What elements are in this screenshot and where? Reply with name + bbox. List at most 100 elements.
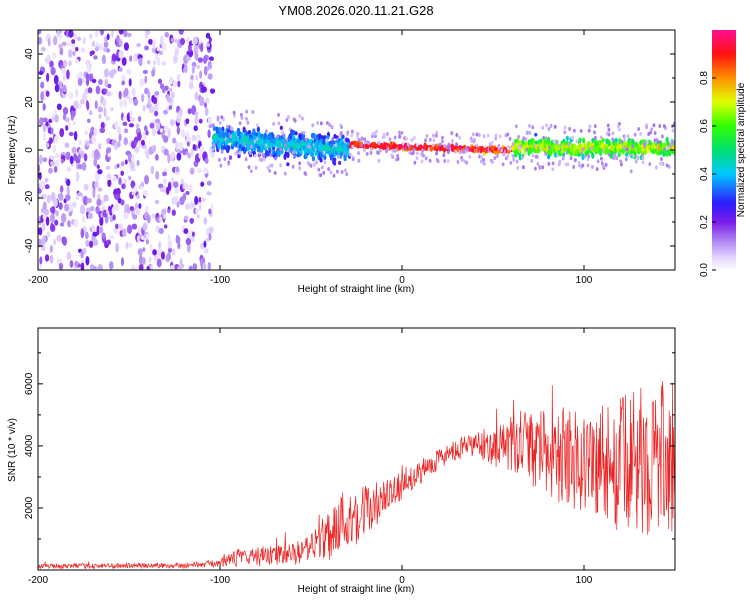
heatmap-cell	[622, 134, 626, 139]
heatmap-cell	[665, 136, 669, 144]
heatmap-cell	[167, 233, 171, 242]
heatmap-cell	[530, 158, 534, 163]
heatmap-cell	[606, 123, 610, 128]
heatmap-cell	[88, 73, 94, 82]
heatmap-cell	[171, 209, 176, 216]
heatmap-cell	[252, 144, 256, 151]
heatmap-cell	[498, 134, 502, 139]
heatmap-cell	[162, 135, 169, 143]
heatmap-cell	[170, 151, 175, 161]
heatmap-cell	[279, 163, 283, 168]
heatmap-cell	[179, 107, 183, 115]
heatmap-cell	[443, 158, 447, 163]
heatmap-cell	[341, 134, 345, 139]
heatmap-cell	[172, 54, 178, 64]
heatmap-cell	[653, 131, 657, 136]
heatmap-cell	[120, 257, 124, 267]
heatmap-cell	[67, 121, 71, 129]
heatmap-cell	[637, 127, 641, 132]
heatmap-cell	[146, 214, 151, 224]
heatmap-cell	[113, 142, 119, 150]
heatmap-cell	[103, 194, 109, 202]
heatmap-cell	[282, 133, 286, 138]
heatmap-cell	[245, 116, 248, 121]
heatmap-cell	[584, 151, 588, 157]
heatmap-cell	[128, 78, 132, 87]
heatmap-cell	[85, 255, 90, 266]
heatmap-cell	[52, 52, 57, 59]
heatmap-cell	[66, 42, 72, 47]
heatmap-cell	[97, 264, 103, 270]
heatmap-cell	[247, 129, 252, 135]
heatmap-cell	[156, 57, 161, 67]
heatmap-cell	[531, 153, 535, 158]
heatmap-cell	[623, 137, 627, 142]
heatmap-cell	[401, 141, 405, 146]
heatmap-cell	[531, 137, 535, 145]
heatmap-cell	[94, 30, 99, 38]
heatmap-cell	[301, 116, 304, 121]
heatmap-cell	[204, 157, 209, 164]
heatmap-cell	[607, 127, 611, 132]
heatmap-cell	[218, 120, 222, 125]
heatmap-cell	[304, 153, 308, 160]
heatmap-cell	[660, 134, 664, 139]
heatmap-cell	[428, 137, 432, 142]
heatmap-cell	[226, 124, 230, 129]
heatmap-cell	[534, 140, 538, 145]
heatmap-cell	[214, 137, 218, 144]
heatmap-cell	[366, 143, 370, 149]
heatmap-cell	[386, 131, 389, 136]
heatmap-cell	[561, 156, 565, 161]
heatmap-cell	[671, 141, 675, 146]
heatmap-cell	[521, 155, 524, 160]
heatmap-cell	[38, 171, 42, 181]
heatmap-cell	[46, 194, 51, 204]
heatmap-cell	[287, 115, 290, 120]
heatmap-cell	[238, 121, 242, 126]
heatmap-cell	[203, 240, 207, 248]
heatmap-cell	[59, 127, 65, 138]
heatmap-cell	[273, 170, 277, 175]
heatmap-cell	[336, 169, 339, 174]
heatmap-cell	[128, 242, 133, 249]
heatmap-cell	[140, 139, 145, 146]
heatmap-cell	[234, 151, 238, 156]
heatmap-cell	[649, 130, 652, 135]
heatmap-cell	[164, 31, 169, 38]
heatmap-cell	[471, 132, 475, 137]
heatmap-cell	[412, 135, 416, 140]
heatmap-cell	[262, 154, 266, 159]
heatmap-cell	[149, 122, 155, 129]
heatmap-cell	[351, 157, 355, 162]
heatmap-cell	[558, 159, 562, 164]
heatmap-cell	[186, 243, 191, 253]
heatmap-cell	[581, 163, 585, 168]
y-tick-label: -40	[24, 238, 35, 253]
heatmap-cell	[187, 108, 192, 115]
heatmap-cell	[45, 121, 49, 127]
heatmap-cell	[126, 208, 131, 213]
heatmap-cell	[110, 106, 114, 112]
heatmap-cell	[397, 130, 401, 135]
heatmap-cell	[80, 150, 85, 158]
heatmap-cell	[91, 134, 97, 145]
heatmap-cell	[53, 198, 58, 208]
heatmap-cell	[541, 125, 545, 130]
heatmap-cell	[111, 206, 115, 215]
x-tick-label: -100	[210, 575, 230, 586]
heatmap-cell	[490, 140, 494, 145]
heatmap-cell	[350, 129, 354, 134]
heatmap-cell	[547, 161, 551, 166]
heatmap-cell	[593, 124, 597, 129]
heatmap-cell	[106, 33, 110, 41]
heatmap-cell	[599, 147, 603, 154]
heatmap-cell	[125, 241, 129, 250]
heatmap-cell	[594, 135, 597, 140]
heatmap-cell	[232, 110, 236, 115]
heatmap-cell	[436, 159, 440, 164]
heatmap-cell	[92, 238, 99, 247]
heatmap-cell	[286, 162, 290, 167]
heatmap-cell	[422, 153, 425, 158]
heatmap-cell	[491, 145, 495, 151]
